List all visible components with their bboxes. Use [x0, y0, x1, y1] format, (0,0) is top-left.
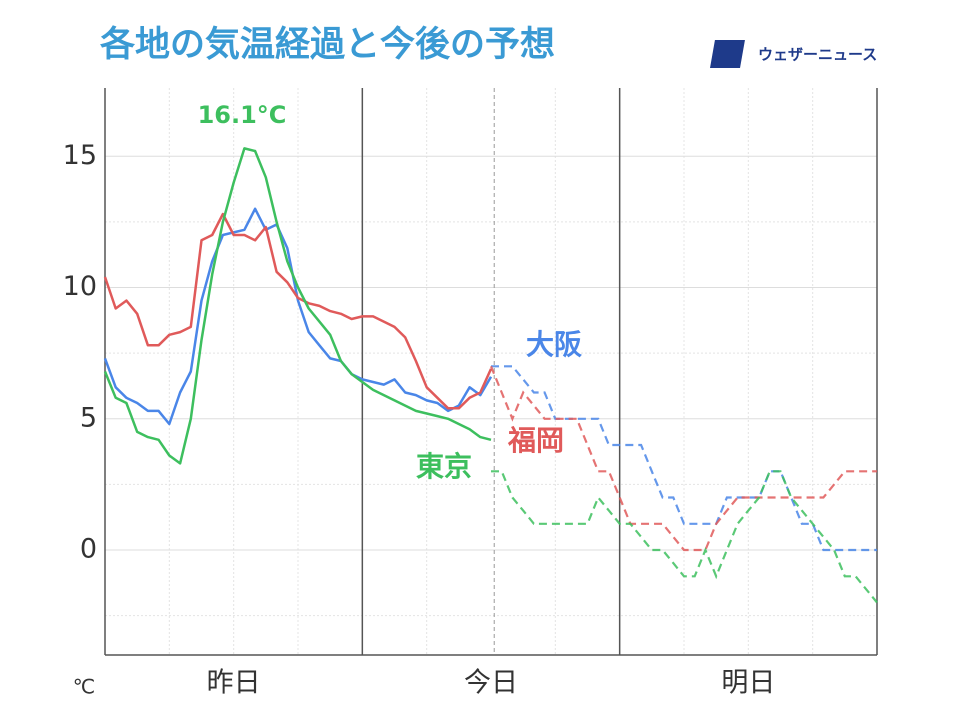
x-tick-label: 明日 — [721, 668, 775, 699]
x-tick-label: 今日 — [464, 668, 518, 699]
logo-icon — [710, 40, 745, 68]
series-label: 大阪 — [526, 328, 582, 361]
observed-line — [103, 212, 493, 410]
y-tick-label: 10 — [63, 271, 97, 302]
max-annotation: 16.1°C — [198, 101, 287, 129]
x-tick-label: 昨日 — [207, 668, 261, 699]
forecast-line — [491, 365, 877, 552]
observed-line — [103, 147, 492, 465]
forecast-line — [489, 365, 877, 552]
observed-line — [103, 207, 493, 426]
y-tick-label: 0 — [80, 534, 97, 565]
y-tick-label: 5 — [80, 402, 97, 433]
series-label: 福岡 — [507, 424, 564, 457]
brand-name: ウェザーニュース — [758, 46, 877, 64]
forecast-line — [491, 470, 878, 604]
y-tick-label: 15 — [63, 140, 97, 171]
y-unit: ℃ — [73, 675, 95, 699]
chart-title: 各地の気温経過と今後の予想 — [99, 24, 555, 65]
brand-logo: ウェザーニュース — [710, 40, 877, 68]
series-label: 東京 — [416, 450, 472, 483]
